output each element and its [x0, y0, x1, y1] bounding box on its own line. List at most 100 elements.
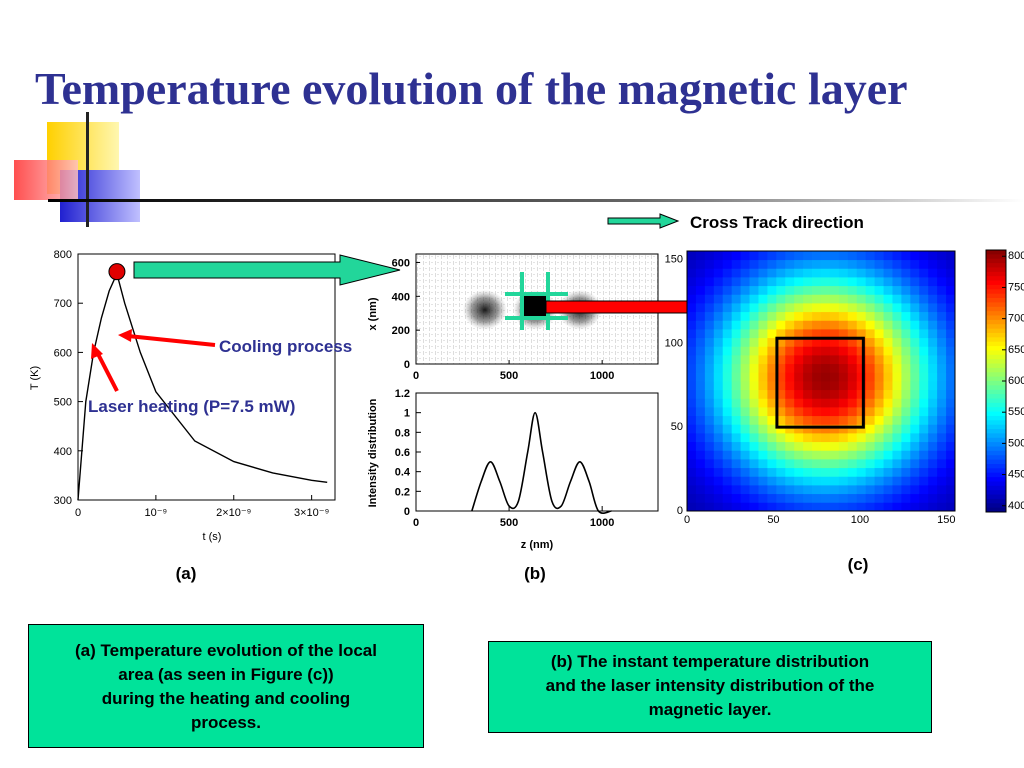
heatmap-cell	[785, 285, 795, 295]
heatmap-cell	[704, 363, 715, 373]
heatmap-cell	[767, 476, 777, 486]
heatmap-cell	[838, 277, 849, 287]
heatmap-cell	[767, 311, 777, 321]
heatmap-cell	[883, 268, 893, 278]
heatmap-cell	[821, 450, 831, 460]
heatmap-cell	[865, 381, 875, 391]
heatmap-cell	[892, 415, 902, 425]
colorbar-cell	[986, 455, 1006, 460]
heatmap-cell	[865, 251, 875, 261]
heatmap-cell	[740, 389, 750, 399]
heatmap-cell	[821, 476, 831, 486]
panel-b-xtick-label: 1000	[590, 517, 614, 529]
panel-a-xlabel: t (s)	[203, 531, 222, 543]
heatmap-cell	[713, 459, 724, 469]
heatmap-cell	[731, 450, 741, 460]
heatmap-cell	[794, 329, 804, 339]
heatmap-cell	[910, 493, 920, 503]
heatmap-cell	[829, 407, 840, 417]
heatmap-cell	[928, 493, 938, 503]
heatmap-cell	[687, 493, 697, 503]
heatmap-cell	[892, 450, 902, 460]
heatmap-cell	[838, 407, 849, 417]
colorbar-tick-label: 750	[1008, 281, 1024, 293]
heatmap-cell	[901, 320, 911, 330]
heatmap-cell	[731, 363, 741, 373]
heatmap-cell	[713, 363, 724, 373]
heatmap-cell	[767, 389, 777, 399]
colorbar-cell	[986, 420, 1006, 426]
heatmap-cell	[731, 329, 741, 339]
heatmap-cell	[776, 441, 786, 451]
heatmap-cell	[847, 303, 858, 313]
panel-b-ytick-label: 1.2	[395, 388, 410, 400]
panel-c-ytick-label: 150	[665, 253, 683, 265]
heatmap-cell	[946, 381, 956, 391]
heatmap-cell	[937, 355, 947, 365]
heatmap-cell	[892, 407, 902, 417]
heatmap-cell	[919, 389, 929, 399]
heatmap-cell	[722, 346, 733, 356]
heatmap-cell	[695, 398, 706, 408]
heatmap-cell	[731, 389, 741, 399]
heatmap-cell	[767, 294, 777, 304]
heatmap-cell	[821, 415, 831, 425]
heatmap-cell	[928, 415, 938, 425]
heatmap-cell	[687, 337, 697, 347]
heatmap-cell	[838, 355, 849, 365]
heatmap-cell	[749, 311, 759, 321]
heatmap-cell	[731, 372, 741, 382]
heatmap-cell	[937, 433, 947, 443]
colorbar-cell	[986, 394, 1006, 399]
heatmap-cell	[874, 346, 884, 356]
heatmap-cell	[910, 459, 920, 469]
heatmap-cell	[946, 476, 956, 486]
heatmap-cell	[812, 346, 822, 356]
heatmap-cell	[919, 372, 929, 382]
heatmap-cell	[740, 450, 750, 460]
heatmap-cell	[695, 407, 706, 417]
heatmap-cell	[910, 424, 920, 434]
heatmap-cell	[865, 303, 875, 313]
heatmap-cell	[740, 459, 750, 469]
heatmap-cell	[794, 294, 804, 304]
heatmap-cell	[695, 337, 706, 347]
heatmap-cell	[919, 467, 929, 477]
heatmap-cell	[704, 268, 715, 278]
heatmap-cell	[731, 346, 741, 356]
heatmap-cell	[928, 259, 938, 269]
heatmap-cell	[883, 355, 893, 365]
heatmap-cell	[829, 459, 840, 469]
heatmap-cell	[928, 485, 938, 495]
colorbar-cell	[986, 315, 1006, 321]
panel-c-xtick-label: 100	[851, 514, 869, 526]
heatmap-cell	[722, 441, 733, 451]
colorbar-cell	[986, 363, 1006, 369]
heatmap-cell	[695, 363, 706, 373]
heatmap-cell	[704, 311, 715, 321]
heatmap-cell	[749, 285, 759, 295]
heatmap-cell	[687, 398, 697, 408]
box-a-line: (a) Temperature evolution of the local	[75, 641, 377, 660]
heatmap-cell	[704, 355, 715, 365]
heatmap-cell	[713, 337, 724, 347]
heatmap-cell	[749, 268, 759, 278]
heatmap-cell	[767, 372, 777, 382]
heatmap-cell	[865, 424, 875, 434]
heatmap-cell	[758, 251, 768, 261]
heatmap-cell	[919, 259, 929, 269]
heatmap-cell	[776, 372, 786, 382]
heatmap-cell	[803, 407, 813, 417]
heatmap-cell	[937, 459, 947, 469]
panel-a-ytick-label: 300	[54, 495, 72, 507]
heatmap-cell	[946, 433, 956, 443]
colorbar-tick-label: 800	[1008, 250, 1024, 262]
heatmap-cell	[865, 441, 875, 451]
colorbar-cell	[986, 485, 1006, 491]
heatmap-cell	[749, 485, 759, 495]
heatmap-cell	[687, 311, 697, 321]
panel-c-xtick-label: 0	[684, 514, 690, 526]
heatmap-cell	[821, 433, 831, 443]
heatmap-cell	[812, 303, 822, 313]
heatmap-cell	[937, 485, 947, 495]
